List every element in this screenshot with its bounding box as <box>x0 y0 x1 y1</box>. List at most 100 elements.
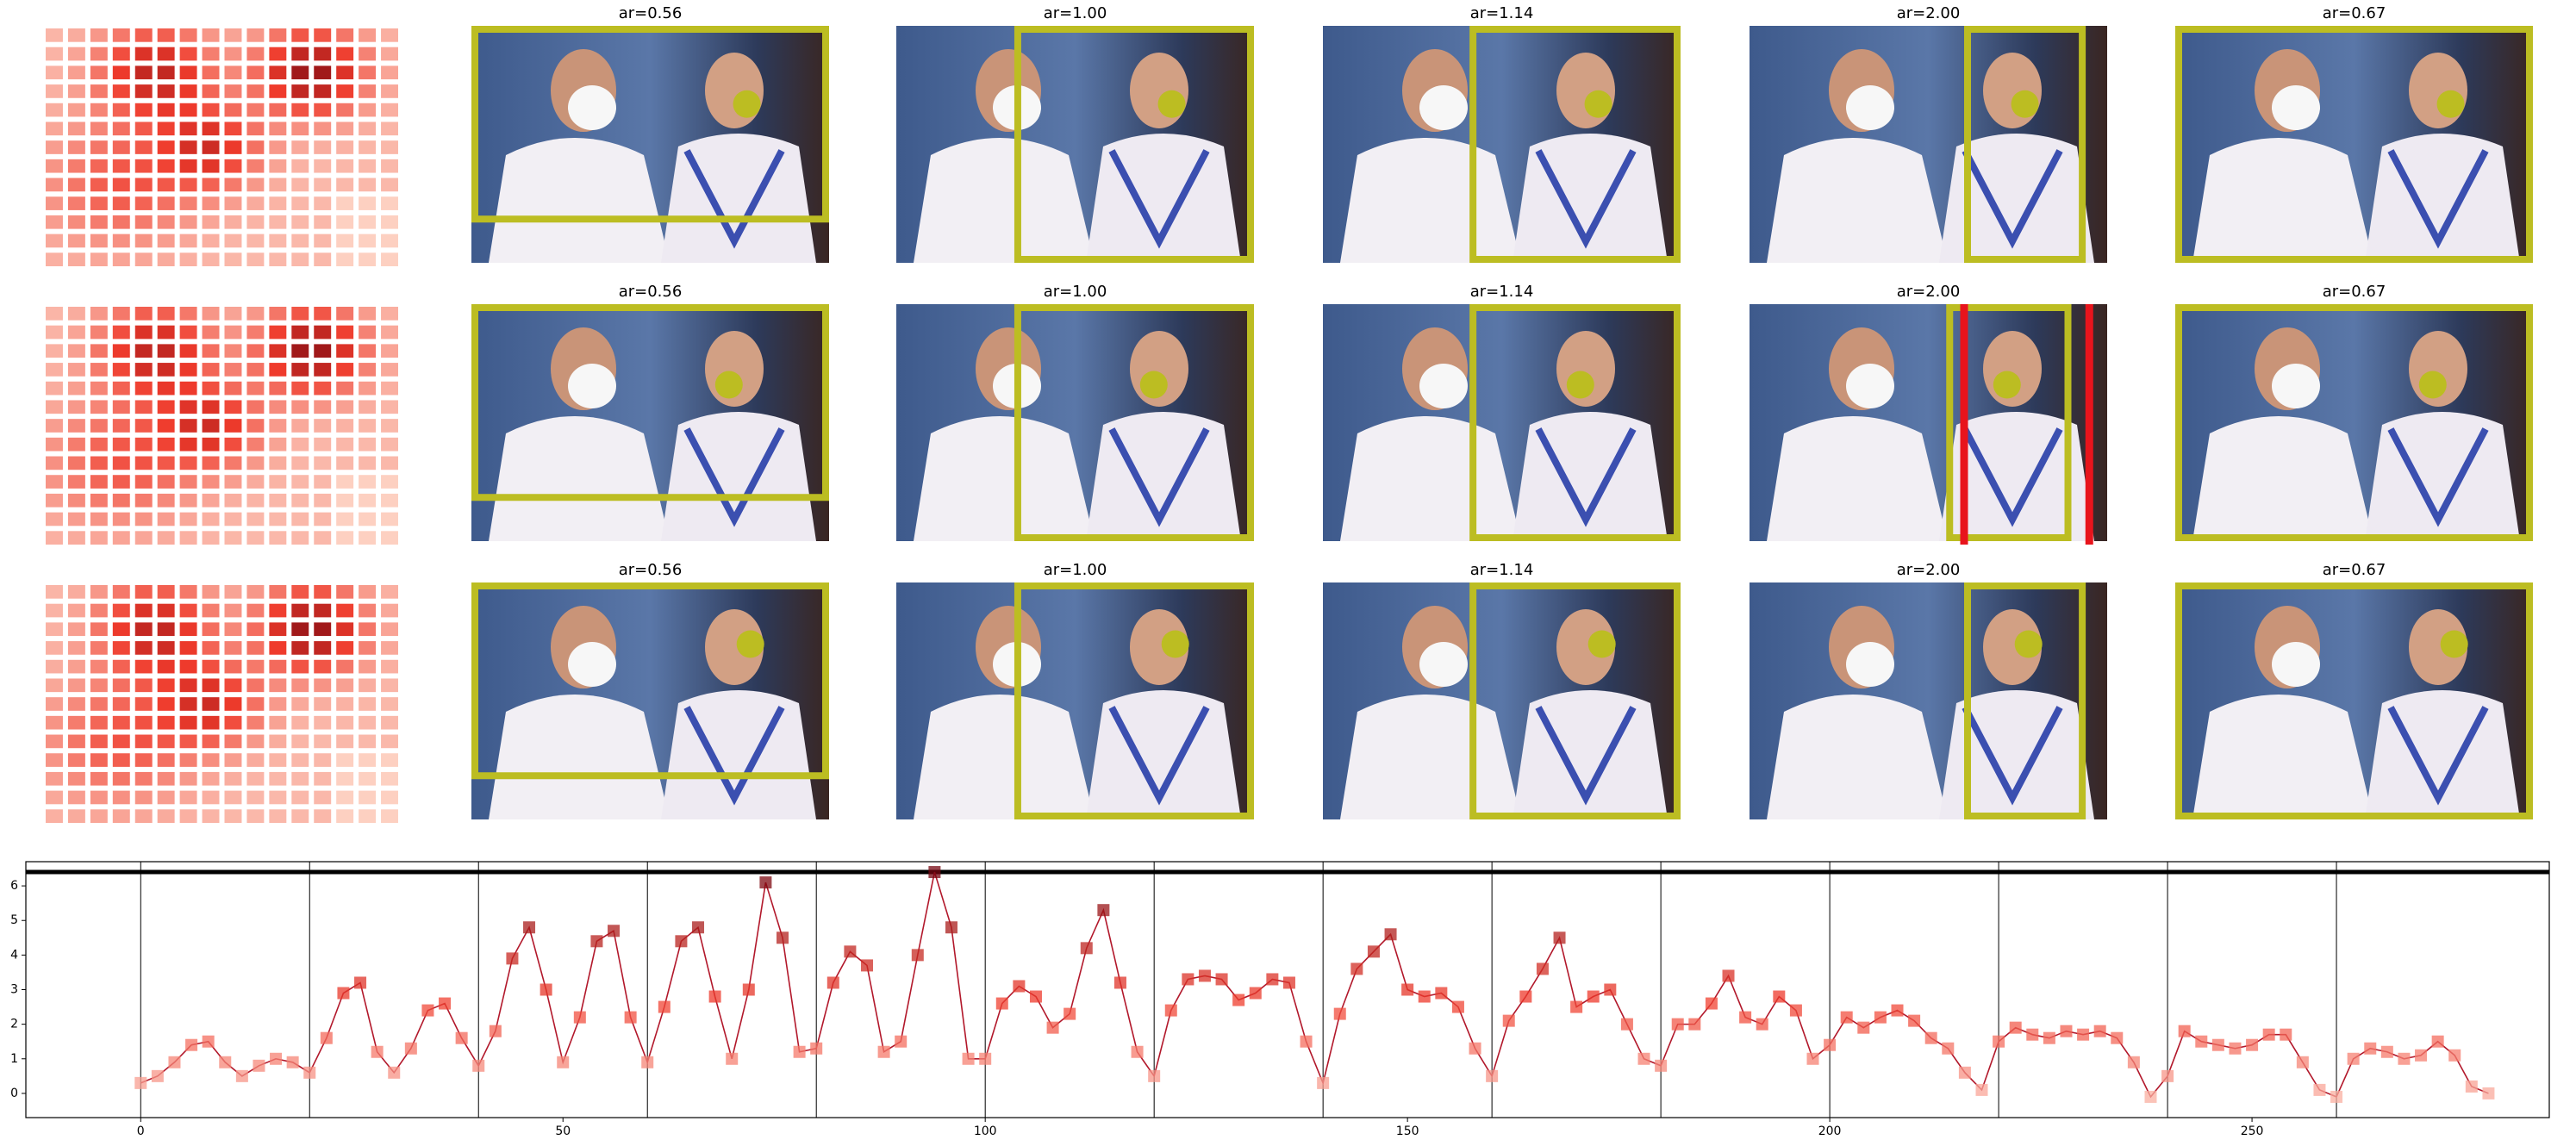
photo-panel <box>1750 304 2107 545</box>
heatmap-cell <box>202 641 220 655</box>
heatmap-cell <box>179 771 197 786</box>
data-marker <box>608 925 621 938</box>
heatmap-cell <box>359 790 377 805</box>
heatmap-cell <box>112 603 130 618</box>
heatmap-cell <box>90 753 108 767</box>
stripe <box>1108 149 1210 249</box>
heatmap-cell <box>336 697 354 711</box>
heatmap-cell <box>291 512 309 526</box>
data-marker <box>404 1042 417 1055</box>
heatmap-cell <box>381 475 398 489</box>
data-marker <box>2111 1031 2124 1044</box>
data-marker <box>2448 1049 2461 1062</box>
heatmap-cell <box>90 697 108 711</box>
heatmap-cell <box>381 641 398 655</box>
heatmap-cell <box>112 65 130 80</box>
panel-title: ar=2.00 <box>1897 283 1961 301</box>
face-dot <box>1566 371 1594 399</box>
heatmap-cell <box>202 400 220 414</box>
heatmap-cell <box>157 196 175 210</box>
heatmap-cell <box>314 659 332 674</box>
heatmap-cell <box>90 178 108 192</box>
data-marker <box>826 976 839 989</box>
heatmap-cell <box>112 641 130 655</box>
stripe <box>683 706 785 806</box>
mask <box>1846 642 1894 687</box>
crop-box <box>471 304 829 501</box>
data-marker <box>2060 1025 2073 1037</box>
heatmap-cell <box>90 121 108 136</box>
crop-box <box>471 26 829 223</box>
heatmap-cell <box>134 734 153 749</box>
heatmap-cell <box>157 715 175 730</box>
heatmap-cell <box>157 493 175 508</box>
heatmap-cell <box>381 753 398 767</box>
data-marker <box>270 1052 283 1065</box>
data-marker <box>895 1035 908 1048</box>
heatmap-cell <box>112 215 130 229</box>
heatmap-cell <box>134 771 153 786</box>
heatmap-cell <box>157 121 175 136</box>
heatmap-cell <box>202 103 220 117</box>
mask <box>568 642 616 687</box>
heatmap-cell <box>291 121 309 136</box>
heatmap-cell <box>46 381 63 396</box>
heatmap-cell <box>112 790 130 805</box>
heatmap-cell <box>67 307 85 321</box>
heatmap-cell <box>291 234 309 248</box>
x-tick-label: 50 <box>555 1124 571 1138</box>
heatmap-cell <box>291 715 309 730</box>
crop-box <box>1469 304 1681 541</box>
heatmap-cell <box>314 159 332 173</box>
heatmap-cell <box>359 196 377 210</box>
heatmap-cell <box>90 531 108 545</box>
heatmap-cell <box>359 809 377 823</box>
heatmap-cell <box>381 734 398 749</box>
heatmap-cell <box>134 531 153 545</box>
heatmap-cell <box>179 234 197 248</box>
data-marker <box>2246 1038 2259 1051</box>
heatmap-cell <box>46 363 63 377</box>
head-right <box>1130 53 1188 128</box>
face-dot <box>1993 371 2021 399</box>
heatmap-cell <box>179 603 197 618</box>
stripe <box>1535 427 1637 527</box>
heatmap-cell <box>269 475 287 489</box>
heatmap-cell <box>246 159 265 173</box>
heatmap-cell <box>46 790 63 805</box>
heatmap-cell <box>90 809 108 823</box>
heatmap-cell <box>291 159 309 173</box>
heatmap-cell <box>90 140 108 154</box>
heatmap-cell <box>112 344 130 358</box>
data-marker <box>911 949 924 962</box>
panel-title: ar=0.67 <box>2323 561 2386 579</box>
data-marker <box>962 1052 975 1065</box>
heatmap-cell <box>46 140 63 154</box>
heatmap-cell <box>179 121 197 136</box>
heatmap-cell <box>269 28 287 42</box>
heatmap-cell <box>246 585 265 599</box>
data-marker <box>1350 962 1363 975</box>
heatmap-cell <box>224 252 242 266</box>
heatmap-cell <box>90 252 108 266</box>
heatmap-cell <box>381 363 398 377</box>
heatmap-cell <box>359 622 377 637</box>
data-marker <box>658 1000 671 1013</box>
heatmap-cell <box>157 809 175 823</box>
heatmap-cell <box>336 512 354 526</box>
mask <box>1846 364 1894 408</box>
heatmap-cell <box>157 659 175 674</box>
data-marker <box>1013 980 1026 993</box>
data-marker <box>557 1056 570 1068</box>
heatmap-cell <box>157 159 175 173</box>
heatmap-cell <box>269 603 287 618</box>
face-dot <box>2014 630 2043 658</box>
heatmap-cell <box>67 753 85 767</box>
heatmap-cell <box>179 585 197 599</box>
heatmap-cell <box>46 659 63 674</box>
data-marker <box>337 987 350 1000</box>
data-marker <box>2195 1035 2208 1048</box>
panel-title: ar=0.56 <box>619 561 683 579</box>
heatmap-cell <box>246 307 265 321</box>
heatmap-cell <box>381 771 398 786</box>
